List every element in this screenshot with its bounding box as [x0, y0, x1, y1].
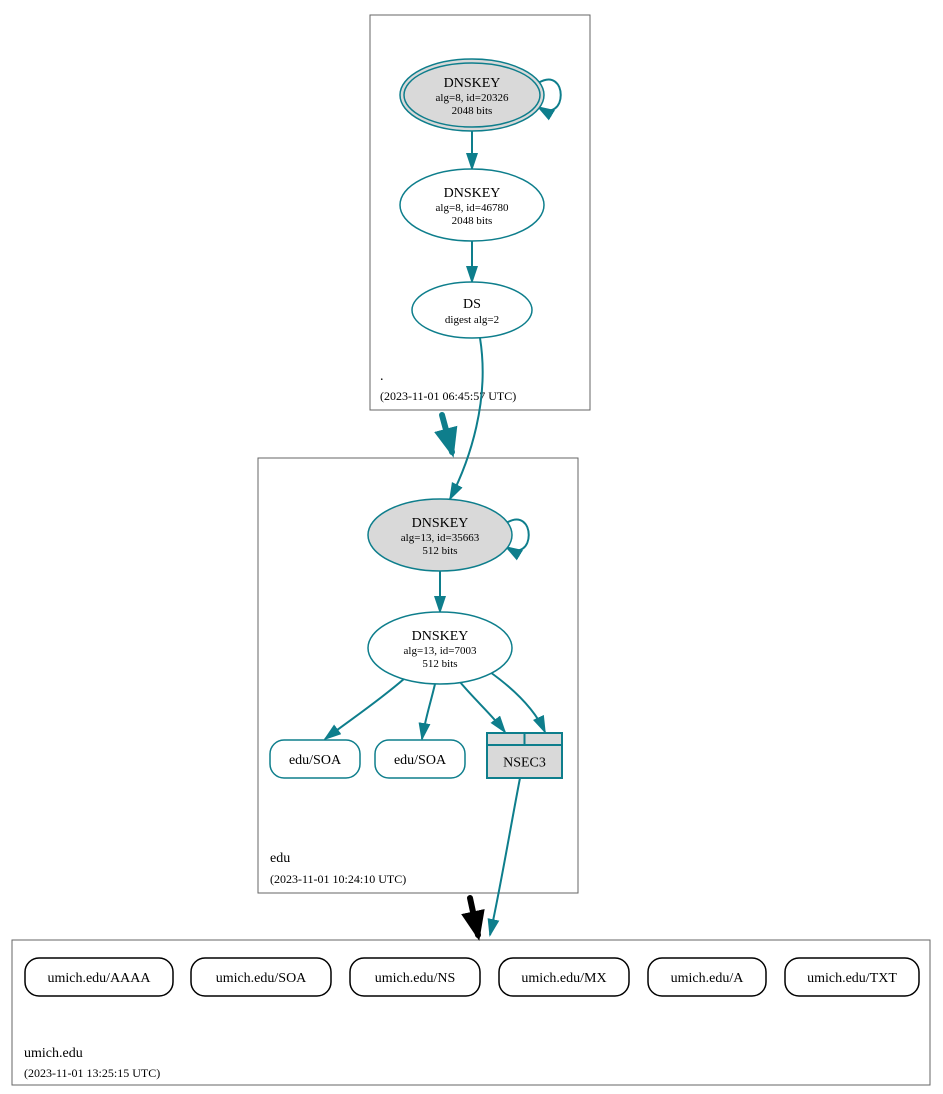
svg-text:umich.edu/AAAA: umich.edu/AAAA — [47, 971, 151, 986]
svg-text:NSEC3: NSEC3 — [503, 756, 546, 771]
svg-text:(2023-11-01 13:25:15 UTC): (2023-11-01 13:25:15 UTC) — [24, 1066, 160, 1080]
node-root-ds: DS digest alg=2 — [412, 282, 532, 338]
svg-text:2048 bits: 2048 bits — [452, 105, 493, 117]
svg-text:alg=13, id=35663: alg=13, id=35663 — [401, 532, 480, 544]
svg-text:umich.edu/NS: umich.edu/NS — [375, 971, 456, 986]
svg-text:512 bits: 512 bits — [422, 545, 457, 557]
e-edu-umich-zone — [470, 898, 478, 935]
node-umich-a: umich.edu/A — [648, 958, 766, 996]
e-zsk-nsec3a — [460, 682, 505, 732]
node-edu-soa2: edu/SOA — [375, 740, 465, 778]
node-edu-soa1: edu/SOA — [270, 740, 360, 778]
node-edu-nsec3: NSEC3 — [487, 733, 562, 778]
svg-text:digest alg=2: digest alg=2 — [445, 314, 499, 326]
svg-text:alg=8, id=46780: alg=8, id=46780 — [436, 202, 509, 214]
e-ds-eduksk — [450, 338, 483, 499]
svg-text:DNSKEY: DNSKEY — [412, 516, 469, 531]
node-edu-zsk: DNSKEYalg=13, id=7003512 bits — [368, 612, 512, 684]
svg-text:umich.edu/SOA: umich.edu/SOA — [216, 971, 307, 986]
svg-text:edu: edu — [270, 851, 290, 866]
svg-text:DNSKEY: DNSKEY — [412, 629, 469, 644]
svg-text:DNSKEY: DNSKEY — [444, 186, 501, 201]
node-umich-ns: umich.edu/NS — [350, 958, 480, 996]
e-zsk-soa2 — [422, 684, 435, 739]
svg-text:DS: DS — [463, 297, 481, 312]
dnssec-diagram: . (2023-11-01 06:45:57 UTC) edu (2023-11-01… — [0, 0, 943, 1094]
e-root-edu-zone — [442, 415, 452, 452]
e-nsec3-umich — [490, 778, 520, 935]
svg-text:edu/SOA: edu/SOA — [289, 753, 342, 768]
e-zsk-soa1 — [325, 678, 405, 739]
node-umich-soa: umich.edu/SOA — [191, 958, 331, 996]
svg-text:alg=13, id=7003: alg=13, id=7003 — [404, 645, 477, 657]
node-root-zsk: DNSKEYalg=8, id=467802048 bits — [400, 169, 544, 241]
node-root-ksk: DNSKEYalg=8, id=203262048 bits — [400, 59, 544, 131]
node-umich-mx: umich.edu/MX — [499, 958, 629, 996]
svg-text:512 bits: 512 bits — [422, 658, 457, 670]
node-edu-ksk: DNSKEYalg=13, id=35663512 bits — [368, 499, 512, 571]
svg-text:alg=8, id=20326: alg=8, id=20326 — [436, 92, 509, 104]
svg-text:umich.edu/A: umich.edu/A — [671, 971, 745, 986]
svg-text:edu/SOA: edu/SOA — [394, 753, 447, 768]
svg-text:(2023-11-01 10:24:10 UTC): (2023-11-01 10:24:10 UTC) — [270, 872, 406, 886]
svg-text:umich.edu/TXT: umich.edu/TXT — [807, 971, 897, 986]
node-umich-aaaa: umich.edu/AAAA — [25, 958, 173, 996]
svg-text:2048 bits: 2048 bits — [452, 215, 493, 227]
svg-text:.: . — [380, 369, 384, 384]
svg-text:(2023-11-01 06:45:57 UTC): (2023-11-01 06:45:57 UTC) — [380, 389, 516, 403]
svg-text:DNSKEY: DNSKEY — [444, 76, 501, 91]
node-umich-txt: umich.edu/TXT — [785, 958, 919, 996]
svg-text:umich.edu: umich.edu — [24, 1046, 83, 1061]
svg-text:umich.edu/MX: umich.edu/MX — [521, 971, 606, 986]
